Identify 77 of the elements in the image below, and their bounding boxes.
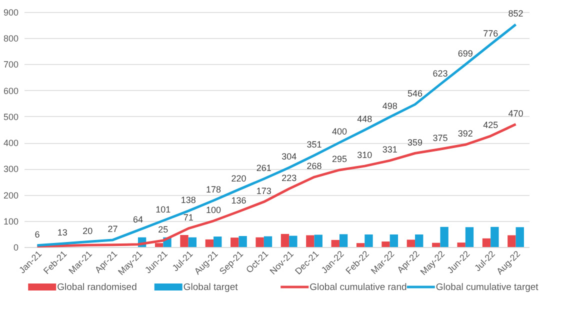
bar [457, 242, 466, 247]
data-label: 136 [231, 195, 246, 206]
data-label: 304 [282, 152, 297, 162]
data-label: 268 [306, 161, 322, 172]
data-label: 138 [180, 194, 196, 205]
line-series [36, 123, 518, 248]
y-tick-label: 700 [3, 60, 18, 70]
legend-label: Global cumulative target [436, 282, 539, 293]
bar [490, 226, 499, 247]
bar [356, 243, 365, 247]
data-label: 498 [382, 100, 398, 111]
data-label: 392 [458, 128, 473, 139]
bar [432, 242, 440, 247]
data-label: 25 [158, 224, 168, 234]
data-label: 470 [508, 108, 524, 118]
y-tick-label: 600 [3, 86, 18, 96]
data-label: 400 [332, 126, 347, 137]
bar [440, 226, 448, 247]
legend-label: Global target [183, 282, 238, 293]
data-label: 448 [357, 114, 372, 124]
bar [390, 234, 398, 247]
bar [230, 238, 239, 247]
bar [382, 242, 390, 247]
y-tick-label: 100 [3, 216, 18, 226]
data-label: 351 [306, 139, 322, 150]
data-label: 852 [508, 8, 524, 19]
data-label: 623 [432, 68, 448, 78]
bar [465, 227, 474, 247]
data-label: 220 [231, 174, 246, 184]
data-label: 101 [156, 204, 171, 215]
data-label: 776 [483, 28, 498, 38]
data-label: 359 [408, 137, 423, 148]
data-label: 261 [256, 162, 272, 173]
bar [339, 234, 348, 247]
data-label: 546 [408, 88, 423, 98]
data-label: 178 [206, 184, 222, 195]
data-label: 6 [34, 229, 40, 240]
data-label: 13 [57, 228, 68, 238]
data-label: 295 [332, 154, 347, 164]
data-label: 331 [382, 144, 398, 155]
bar [508, 235, 516, 247]
legend-label: Global randomised [57, 282, 137, 293]
bar [516, 227, 524, 247]
y-tick-label: 300 [3, 164, 18, 174]
bar [214, 236, 222, 247]
data-label: 699 [458, 48, 473, 58]
y-tick-label: 400 [3, 138, 18, 148]
y-tick-label: 800 [3, 34, 18, 44]
data-label: 375 [432, 133, 448, 144]
bar [264, 236, 272, 247]
data-label: 223 [282, 172, 297, 183]
bar [314, 234, 322, 247]
bar [289, 236, 298, 247]
bar [331, 240, 340, 247]
bar [256, 237, 264, 247]
bar [205, 239, 214, 247]
data-label: 27 [108, 224, 118, 234]
bar [188, 237, 197, 247]
bar [306, 235, 314, 247]
data-label: 425 [483, 120, 498, 130]
y-tick-label: 200 [3, 190, 18, 200]
bar [238, 236, 247, 247]
bar [482, 238, 491, 247]
y-tick-label: 0 [13, 242, 18, 252]
bar [406, 240, 416, 247]
data-label: 173 [256, 186, 272, 196]
bar [280, 234, 290, 247]
data-label: 20 [82, 226, 93, 236]
y-tick-label: 900 [3, 8, 18, 18]
legend-label: Global cumulative rand [310, 282, 407, 293]
data-label: 100 [206, 204, 222, 215]
y-tick-label: 500 [3, 112, 18, 122]
bar [364, 234, 373, 247]
data-label: 310 [357, 150, 372, 160]
data-label: 71 [183, 212, 194, 222]
data-label: 64 [132, 214, 143, 224]
bar [415, 234, 424, 247]
